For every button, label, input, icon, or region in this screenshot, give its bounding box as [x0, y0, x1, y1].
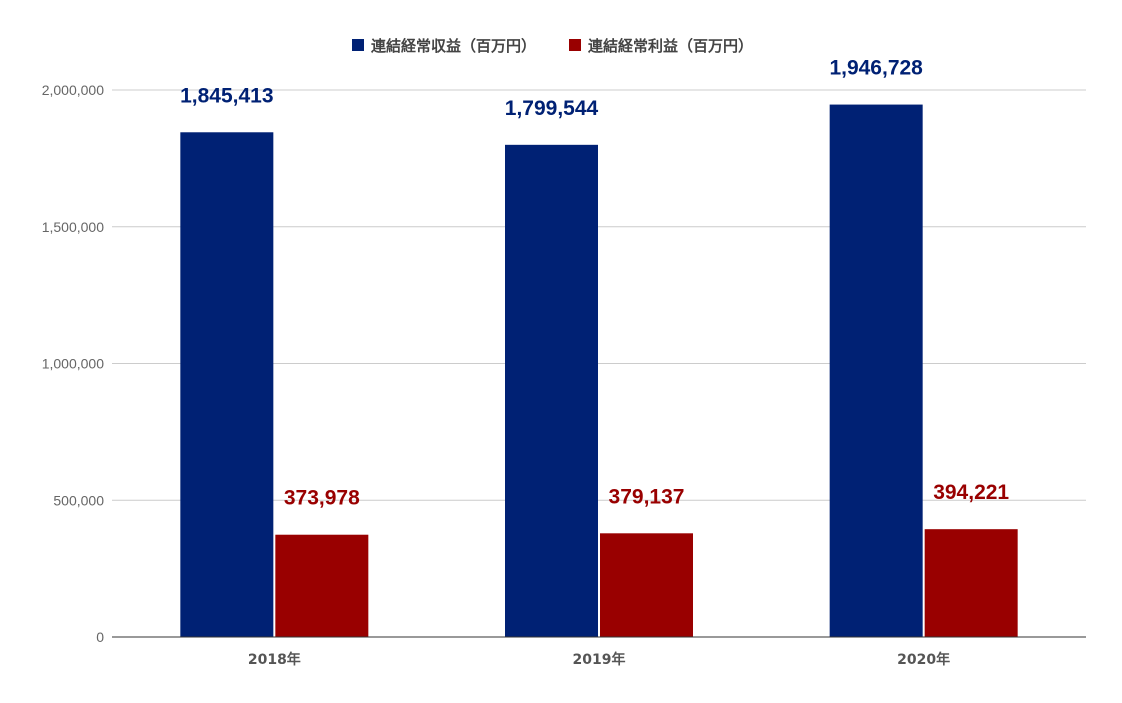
data-label-series-2: 373,978 — [284, 487, 360, 510]
y-tick-label: 500,000 — [53, 492, 104, 508]
legend: 連結経常収益（百万円） 連結経常利益（百万円） — [352, 37, 753, 55]
bar-series-1-2020年 — [829, 104, 923, 638]
y-tick-label: 0 — [96, 629, 104, 645]
x-category-label: 2018年 — [248, 651, 301, 668]
data-labels: 1,845,413 373,978 1,799,544 379,137 1,946,72… — [180, 57, 1009, 510]
data-label-series-2: 394,221 — [933, 481, 1009, 504]
legend-label-1: 連結経常収益（百万円） — [371, 37, 536, 55]
legend-label-2: 連結経常利益（百万円） — [588, 37, 753, 55]
bar-series-2-2018年 — [275, 534, 369, 637]
bar-series-1-2018年 — [180, 132, 274, 637]
y-tick-label: 2,000,000 — [42, 82, 104, 98]
y-tick-label: 1,000,000 — [42, 356, 104, 372]
bars — [180, 104, 1018, 638]
bar-series-1-2019年 — [505, 144, 598, 638]
data-label-series-1: 1,799,544 — [505, 97, 599, 120]
y-tick-label: 1,500,000 — [42, 219, 104, 235]
data-label-series-1: 1,845,413 — [180, 84, 273, 107]
y-axis-ticks: 0 500,000 1,000,000 1,500,000 2,000,000 — [42, 82, 105, 645]
x-category-label: 2020年 — [897, 651, 950, 668]
x-axis-categories: 2018年 2019年 2020年 — [248, 651, 950, 668]
bar-series-2-2019年 — [600, 533, 693, 637]
legend-swatch-1 — [352, 39, 364, 51]
legend-swatch-2 — [569, 39, 581, 51]
gridlines — [112, 89, 1086, 501]
bar-series-2-2020年 — [924, 529, 1018, 637]
data-label-series-1: 1,946,728 — [829, 57, 923, 80]
x-category-label: 2019年 — [573, 651, 626, 668]
data-label-series-2: 379,137 — [609, 485, 685, 508]
